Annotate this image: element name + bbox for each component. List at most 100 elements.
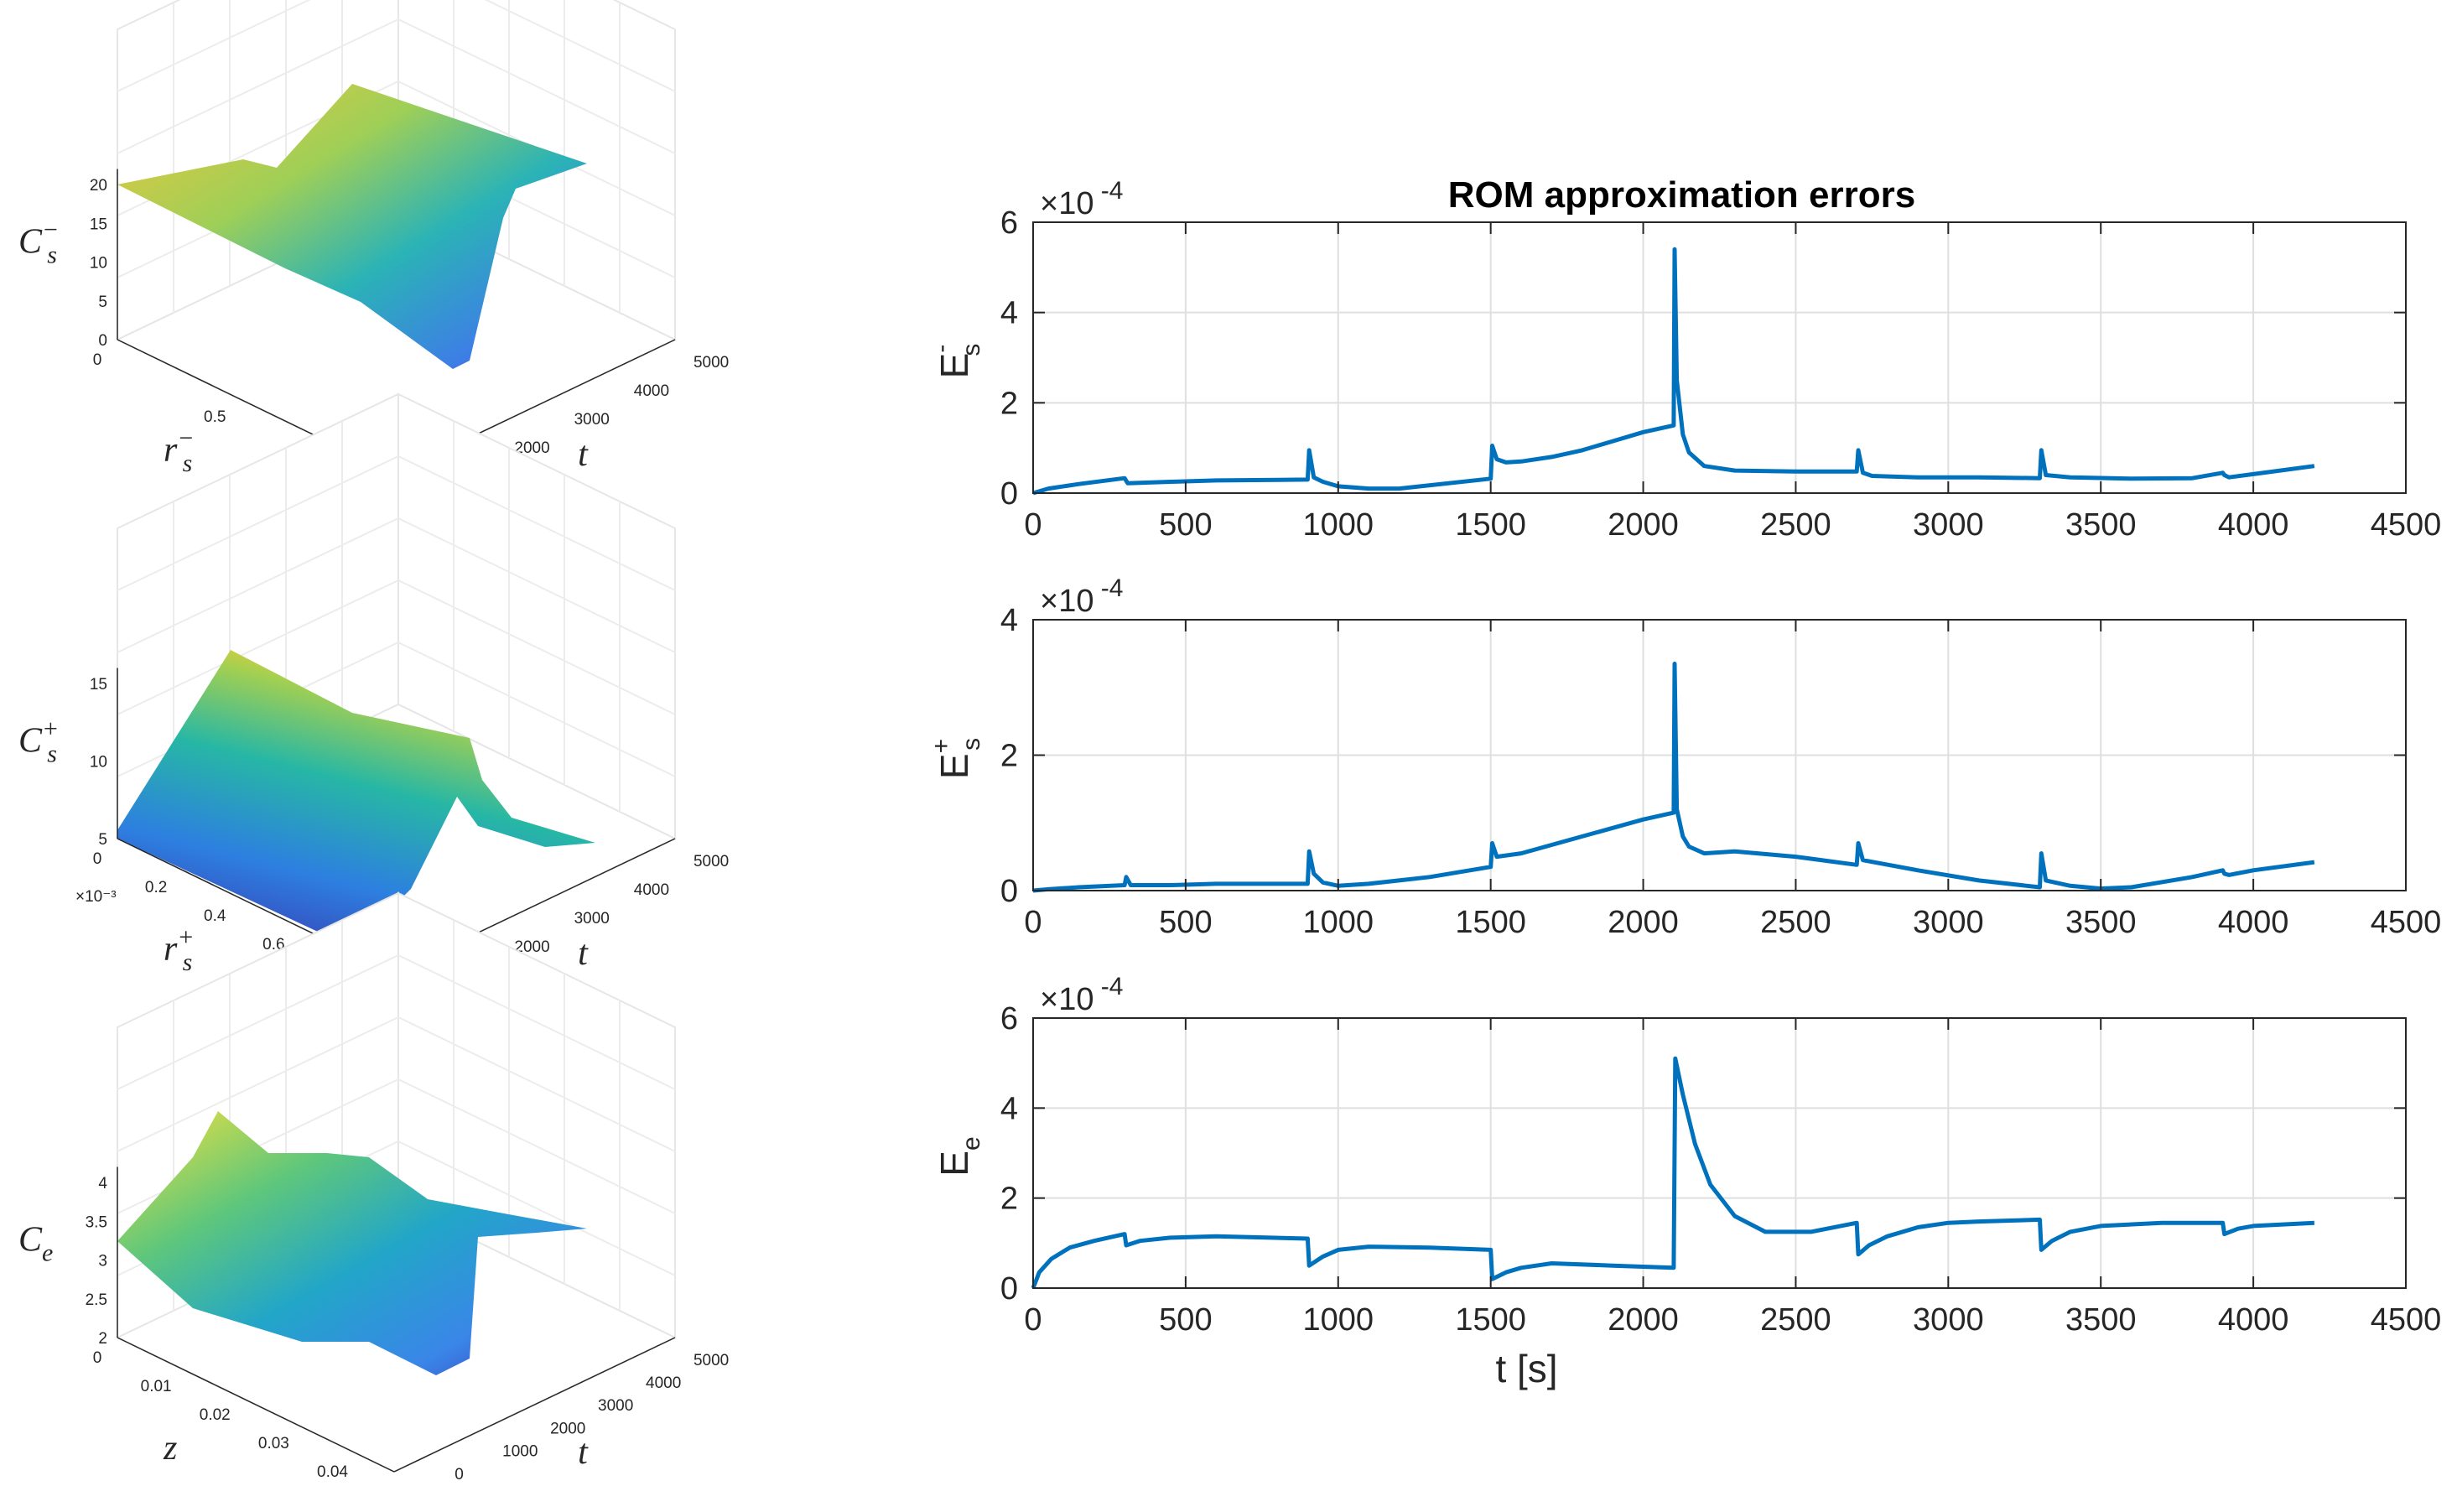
series-line [1031,1056,2315,1289]
wall-gridline [484,0,676,92]
surface [117,650,595,948]
z-tick-label: 10 [90,255,107,273]
y-label-sub: s [958,738,985,751]
wall-gridline [397,1078,676,1214]
x-tick-label: 4500 [2371,507,2442,543]
y-axis-label: t [578,934,589,973]
x-tick-label: 1000 [1303,507,1374,543]
x-tick-label: 3000 [1913,1302,1984,1338]
x-axis-label: r+ s [164,923,195,976]
y-tick-label: 5000 [693,354,729,372]
surface [117,1111,587,1375]
y-tick-label: 2 [1000,386,1018,421]
wall-gridline [397,517,676,653]
y-axis-line [393,1337,676,1473]
y-axis-label: t [578,1433,589,1472]
y-tick-label: 6 [1000,205,1018,241]
x-tick-label: 1000 [1303,1302,1374,1338]
x-tick-label: 3000 [1913,905,1984,940]
y-tick-label: 3000 [598,1397,633,1415]
x-tick-label: 0.2 [145,879,167,896]
wall-gridline [397,954,676,1090]
wall-gridline [397,642,676,777]
x-tick-label: 3500 [2065,905,2137,940]
axes-box [1032,1017,2407,1289]
x-tick-label: 2000 [1608,507,1679,543]
y-tick-label: 1000 [502,1443,538,1461]
y-label-sub: s [958,344,985,356]
x-tick-label: 0 [1024,905,1041,940]
x-tick-label: 1500 [1455,905,1526,940]
axes-box [1032,221,2407,494]
plot-area [1033,222,2406,493]
y-axis-label: Ee [932,1136,985,1176]
x-tick-label: 3000 [1913,507,1984,543]
x-label-sub: s [183,449,193,477]
y-tick-label: 2000 [550,1420,585,1437]
y-tick-label: 4000 [646,1374,681,1392]
surface-plot-2: 5101500.20.40.60.810002000300040005000×1… [18,392,729,985]
z-label-sub: s [47,740,57,767]
wall-gridline [117,579,399,715]
y-tick-label: 5000 [693,853,729,870]
line-chart-2: 0 500 1000 1500 2000 2500 3000 3500 4000 4500 0 2 4 ×… [927,574,2441,940]
wall-gridline [397,579,676,715]
y-tick-label: 3000 [574,910,610,927]
exponent-power: -4 [1093,973,1123,1000]
surface [117,84,587,369]
z-tick-label: 2.5 [86,1291,107,1309]
y-tick-label: 4 [1000,296,1018,331]
chart-title: ROM approximation errors [1448,174,1915,216]
y-tick-label: 4000 [634,881,669,899]
x-tick-label: 0.03 [258,1435,289,1452]
z-tick-label: 3.5 [86,1213,107,1231]
x-axis-label: t [s] [1495,1347,1557,1390]
x-tick-label: 4000 [2218,507,2289,543]
z-tick-label: 15 [90,676,107,694]
y-axis-label: E-s [927,344,985,379]
x-tick-label: 0.02 [200,1406,231,1424]
wall-gridline [397,1016,676,1152]
z-label-sub: e [42,1239,53,1266]
exponent-label: ×10 -4 [1040,574,1123,619]
z-label-sup: − [42,216,59,243]
z-tick-label: 4 [98,1175,107,1192]
x-tick-label: 2000 [1608,1302,1679,1338]
wall-gridline [117,517,399,653]
x-tick-label: 0.04 [317,1463,348,1481]
y-tick-label: 2000 [514,439,549,457]
x-tick-label: 2000 [1608,905,1679,940]
y-tick-label: 2 [1000,739,1018,774]
z-axis-label: C− s [18,216,59,268]
x-multiplier: ×10⁻³ [75,888,117,906]
x-axis-label: r− s [164,424,195,477]
z-tick-label: 2 [98,1330,107,1348]
x-tick-label: 0 [1024,507,1041,543]
y-tick-label: 0 [1000,874,1018,909]
x-axis-label: z [163,1429,177,1468]
wall-gridline [397,1140,676,1276]
x-tick-label: 2500 [1760,1302,1831,1338]
y-tick-label: 3000 [574,411,610,429]
z-axis-label: Ce [18,1220,53,1266]
x-tick-label: 4500 [2371,905,2442,940]
z-tick-label: 3 [98,1253,107,1270]
z-label-sup: + [42,714,59,742]
exponent-power: -4 [1093,574,1123,602]
y-tick-label: 4000 [634,382,669,400]
z-tick-label: 15 [90,216,107,233]
series-line [1032,247,2315,496]
x-tick-label: 500 [1159,905,1212,940]
x-axis-line [117,1337,395,1473]
x-tick-label: 0 [93,1349,102,1367]
plot-area [1033,1018,2406,1288]
y-tick-label: 4 [1000,603,1018,638]
x-tick-label: 3500 [2065,1302,2137,1338]
x-tick-label: 3500 [2065,507,2137,543]
y-tick-label: 2000 [514,938,549,956]
x-tick-label: 500 [1159,1302,1212,1338]
wall-gridline [117,0,311,92]
y-tick-label: 5000 [693,1352,729,1369]
